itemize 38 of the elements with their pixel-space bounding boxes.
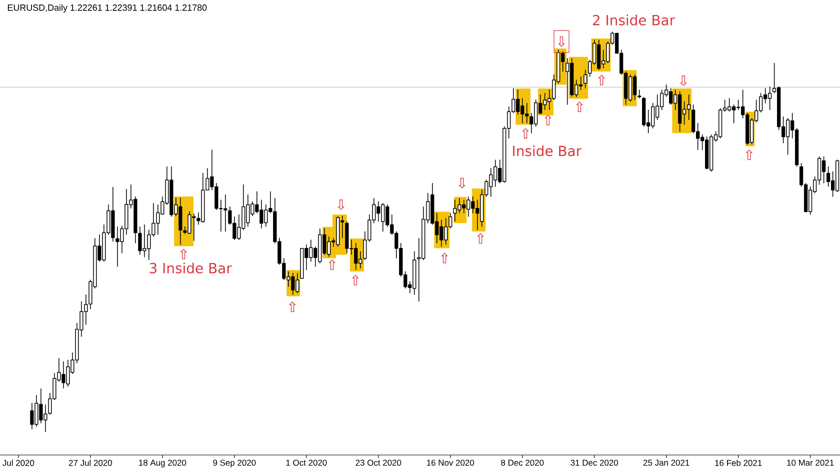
- x-tick-label: Jul 2020: [2, 460, 34, 466]
- x-tick-label: 9 Sep 2020: [213, 460, 256, 468]
- annotation: ⇧: [746, 150, 753, 160]
- annotation: ⇩: [558, 36, 565, 47]
- candlestick: [300, 248, 304, 279]
- annotation: ⇧: [180, 248, 188, 260]
- chart-title: EURUSD,Daily 1.22261 1.22391 1.21604 1.21780: [8, 4, 207, 13]
- annotation: ⇧: [544, 114, 552, 126]
- annotation: ⇩: [680, 76, 687, 86]
- x-tick-label: 16 Nov 2020: [427, 460, 474, 466]
- x-tick-label: 25 Jan 2021: [643, 460, 690, 466]
- text: 2 Inside Bar: [592, 14, 676, 26]
- x-tick-label: 27 Jul 2020: [68, 460, 112, 466]
- annotation: Inside Bar: [513, 145, 582, 156]
- x-tick-label: 10 Mar 2021: [787, 460, 834, 466]
- annotation: ⇧: [576, 102, 583, 112]
- candlestick: [138, 226, 142, 256]
- x-tick-label: 31 Dec 2020: [570, 460, 618, 466]
- annotation: ⇩: [458, 178, 466, 188]
- x-tick-label: 23 Oct 2020: [356, 460, 402, 466]
- annotation: ⇧: [289, 302, 296, 312]
- annotation: ⇧: [441, 252, 448, 264]
- candlestick: [584, 70, 588, 89]
- annotation: 3 Inside Bar: [150, 262, 232, 274]
- candlestick: [566, 58, 570, 106]
- annotation: ⇧: [522, 128, 529, 138]
- annotation: ⇧: [352, 274, 359, 286]
- x-tick-label: 16 Feb 2021: [715, 460, 762, 466]
- x-tick-label: 1 Oct 2020: [286, 460, 327, 466]
- annotation: ⇧: [328, 260, 336, 270]
- annotation: ⇧: [477, 233, 484, 244]
- candlestick: [453, 200, 457, 222]
- x-tick-label: 8 Dec 2020: [501, 460, 544, 466]
- x-tick-label: 18 Aug 2020: [139, 460, 186, 468]
- candlestick: [116, 226, 120, 268]
- candlestick: [345, 221, 349, 254]
- annotation: ⇩: [338, 200, 345, 210]
- annotation: ⇧: [598, 74, 606, 86]
